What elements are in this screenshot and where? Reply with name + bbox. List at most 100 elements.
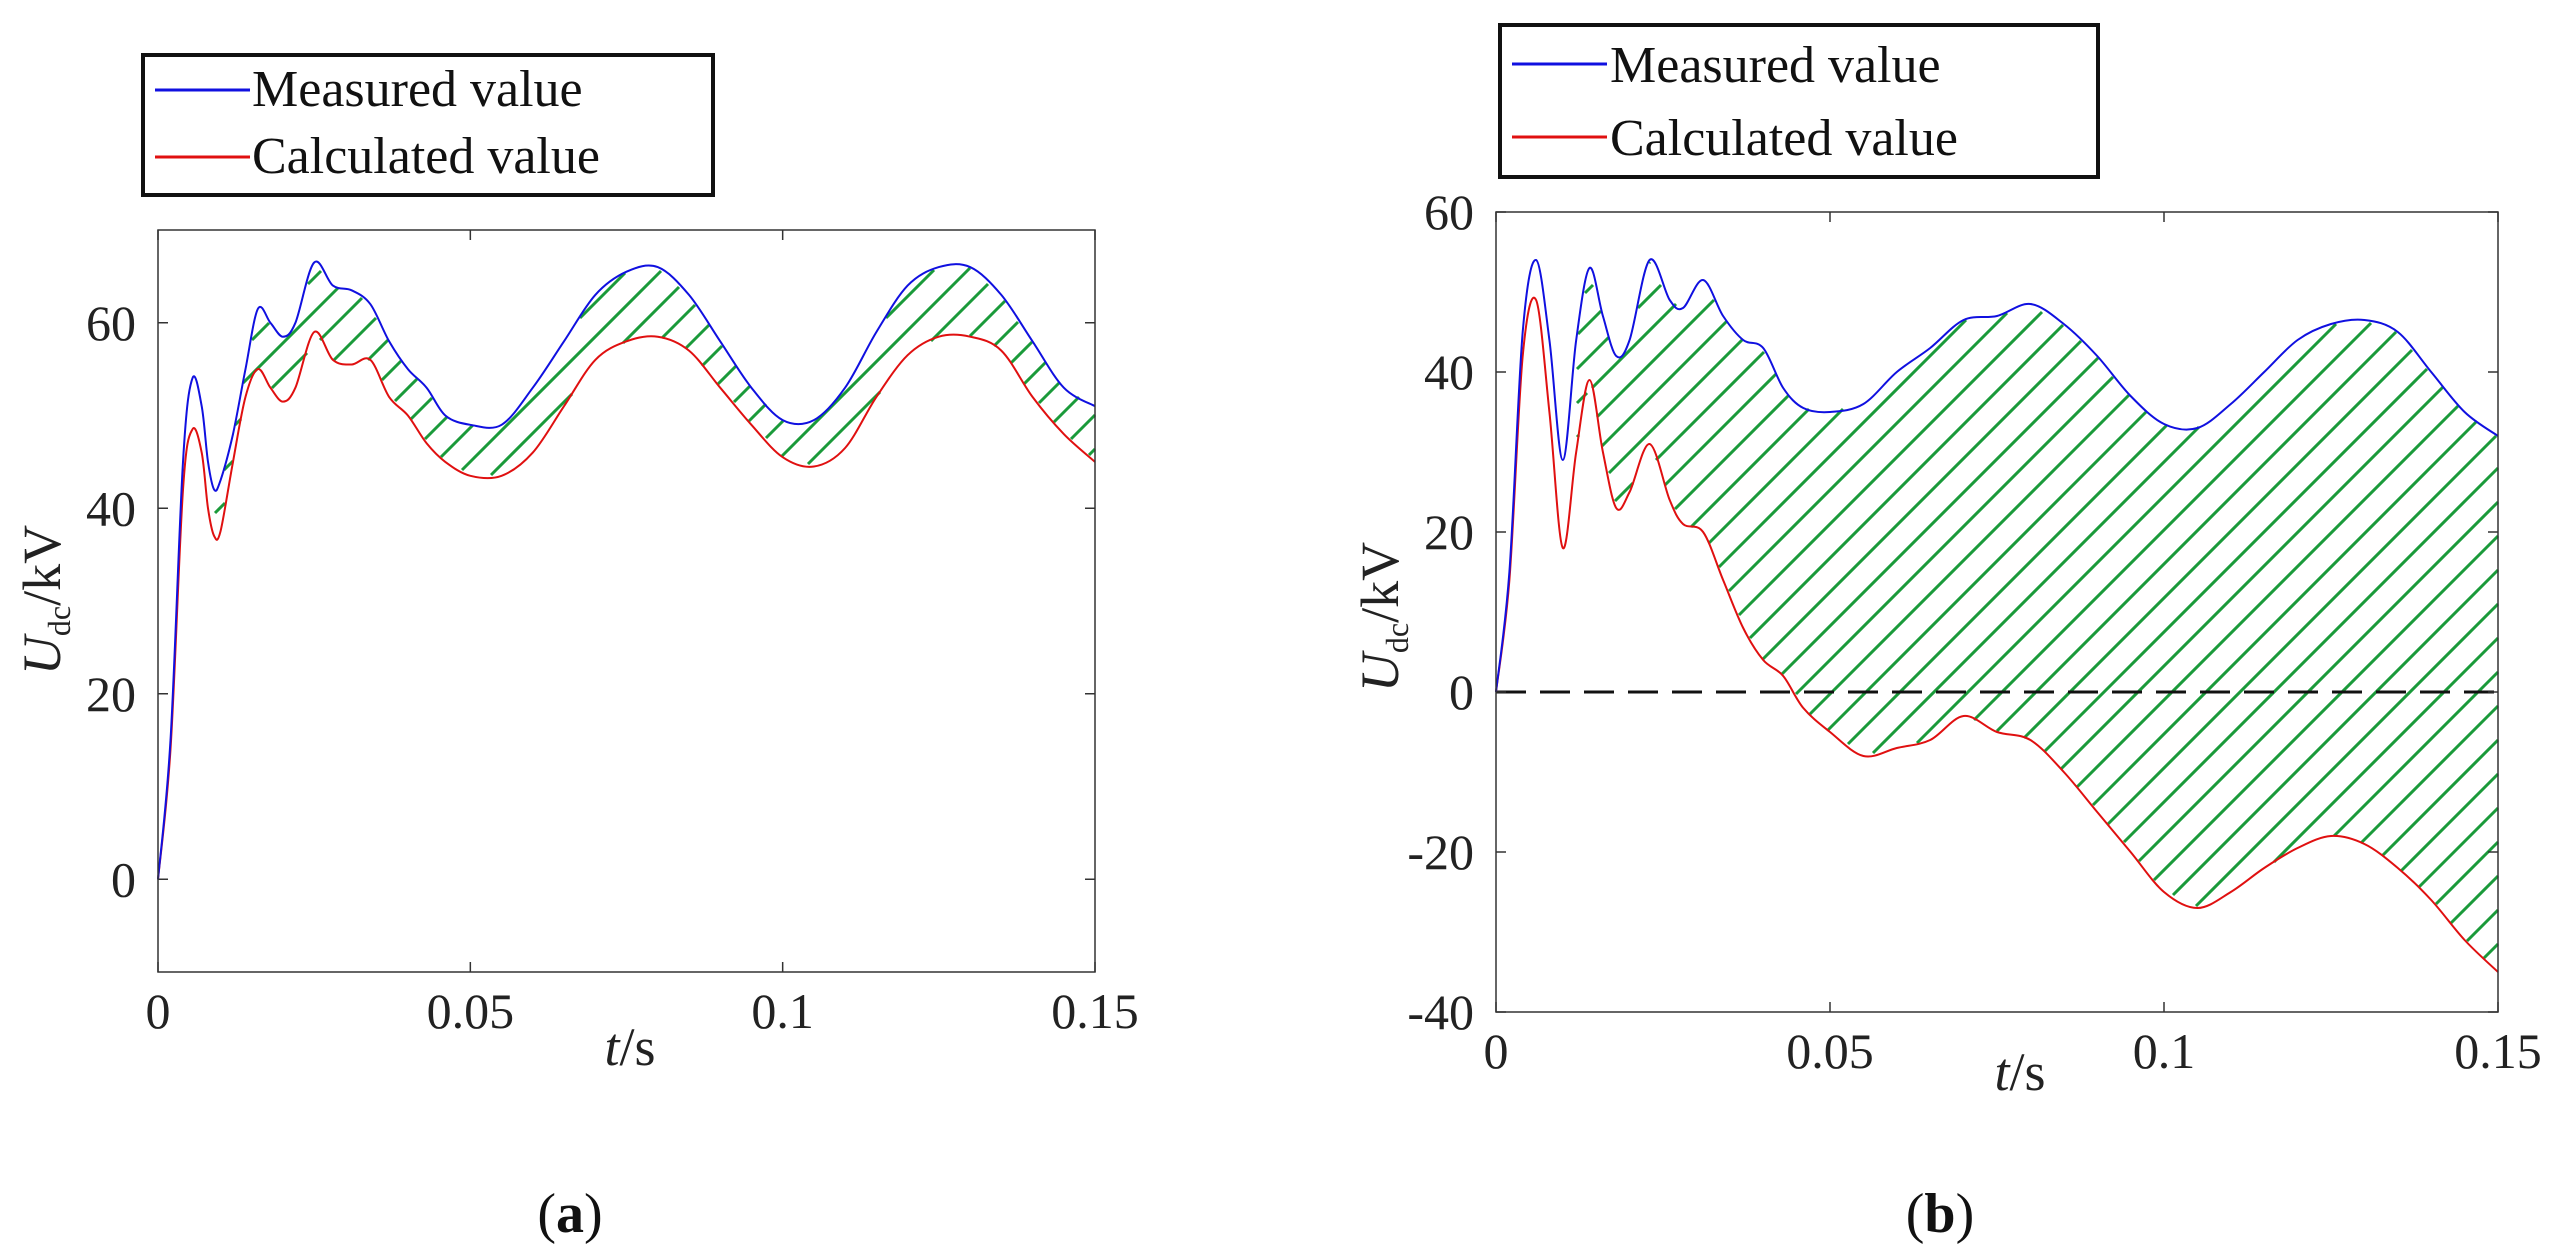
caption-b: (b) [1906,1183,1974,1245]
hatch-line [2091,419,2479,807]
hatch-line [1761,339,2083,661]
hatch-line [1576,309,1603,336]
hatch-line [270,351,309,390]
hatch-line [2417,806,2500,889]
hatch-line [968,299,1007,338]
hatch-line [1654,350,1766,462]
xlabel-a: t/s [604,1017,655,1077]
hatch-line [2122,466,2500,844]
legend-a: Measured value Calculated value [141,53,715,197]
hatch-line [1590,302,1678,390]
hatch-line [1009,340,1034,365]
hatch-line [1915,322,2338,745]
hatch-line [1871,425,2201,755]
hatch-line [2152,534,2500,882]
hatch-line [2434,840,2500,906]
legend-b-measured-label: Measured value [1610,37,1941,94]
line-a-calculated [157,330,1096,880]
hatch-line [716,364,738,386]
y-tick-label: -40 [1407,984,1474,1040]
hatch-fill-b [1575,260,2500,960]
hatch-line [1808,393,2131,716]
hatch-line [929,282,990,343]
hatch-line [1595,298,1716,419]
hatch-line [1052,395,1081,424]
hatch-line [684,323,711,350]
hatch-line [806,390,882,466]
hatch-line [732,384,752,404]
hatch-line [2272,636,2500,864]
hatch-line [1737,310,2044,617]
yaxis-label-a: Udc/kV [12,525,77,675]
hatch-line [489,392,574,477]
hatch-line [2059,385,2445,771]
y-tick-label: 40 [1424,344,1474,400]
hatch-line [578,271,627,320]
hatch-line [747,402,768,423]
hatch-line [764,419,785,440]
y-tick-label: 0 [1449,664,1474,720]
hatch-line [250,321,271,342]
ylabel-a: Udc/kV [12,525,77,675]
hatch-line [318,296,364,342]
hatch-line [2194,602,2500,908]
hatch-line [332,316,378,362]
hatch-line [1647,260,1652,265]
x-tick-label: 0.1 [751,983,814,1039]
x-tick-label: 0.15 [2454,1023,2542,1079]
hatch-line [409,396,434,421]
x-tick-label: 0.05 [427,983,515,1039]
hatch-line [380,359,403,382]
axis-ticks-b: 0 0.05 0.1 0.15 -40 -20 0 20 40 60 [1407,184,2541,1079]
plot-area-a: 0 0.05 0.1 0.15 0 20 40 60 [86,229,1139,1039]
hatch-line [2075,404,2460,789]
hatch-line [2399,772,2500,873]
hatch-line [439,423,475,459]
hatch-line [306,269,323,286]
axis-ticks-a: 0 0.05 0.1 0.15 0 20 40 60 [86,230,1139,1039]
hatch-line [393,377,419,403]
hatch-line [1069,413,1097,441]
legend-b: Measured value Calculated value [1498,23,2100,179]
hatch-line [1636,283,1663,310]
hatch-line [1583,283,1595,295]
hatch-line [1717,318,1968,569]
hatch-line [1087,447,1097,457]
x-tick-label: 0.1 [2133,1023,2196,1079]
x-tick-label: 0 [1484,1023,1509,1079]
caption-a: (a) [537,1183,602,1245]
line-b-measured [1495,258,2499,693]
hatch-line [2022,348,2414,740]
y-tick-label: 20 [86,666,136,722]
hatch-line [992,320,1020,348]
panel-a: Measured value Calculated value 0 0.05 0.1… [12,53,1139,1245]
hatch-line [2465,908,2500,943]
legend-a-box [141,53,715,197]
hatch-line [1607,338,1744,475]
plot-frame-b [1495,211,2499,1013]
hatch-line [1727,311,2009,593]
panel-b: Measured value Calculated value 0 0.05 0.1… [1350,23,2542,1245]
hatch-line [1663,372,1778,487]
hatch-fill-a [213,266,1097,515]
hatch-line [2137,500,2500,863]
hatch-line [2482,942,2500,960]
y-tick-label: 40 [86,480,136,536]
hatch-line [1613,481,1635,503]
hatch-line [1600,319,1729,448]
hatch-line [884,268,936,320]
hatch-line [460,269,663,472]
y-tick-label: 60 [1424,184,1474,240]
legend-a-calculated-label: Calculated value [252,128,600,185]
hatch-line [1022,360,1048,386]
x-tick-label: 0 [146,983,171,1039]
hatch-line [2359,704,2500,845]
hatch-line [660,303,697,340]
hatch-line [2332,670,2500,838]
hatch-line [366,338,390,362]
y-tick-label: 20 [1424,504,1474,560]
hatch-line [780,266,972,458]
hatch-line [213,501,227,515]
y-tick-label: 0 [111,851,136,907]
